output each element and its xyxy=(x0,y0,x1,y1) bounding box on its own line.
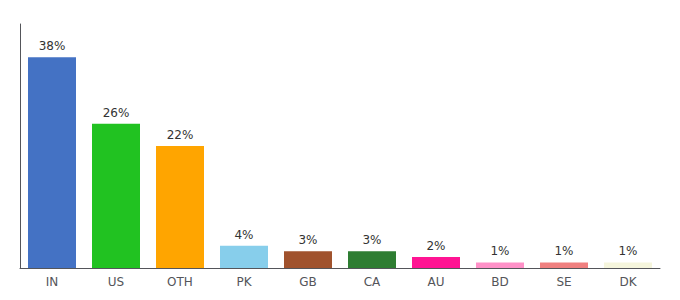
svg-text:2%: 2% xyxy=(426,239,445,253)
svg-text:4%: 4% xyxy=(234,228,253,242)
svg-text:1%: 1% xyxy=(490,244,509,258)
svg-text:CA: CA xyxy=(364,275,381,289)
svg-text:DK: DK xyxy=(619,275,637,289)
svg-text:OTH: OTH xyxy=(167,275,193,289)
svg-text:IN: IN xyxy=(46,275,59,289)
svg-text:22%: 22% xyxy=(167,128,194,142)
svg-text:1%: 1% xyxy=(618,244,637,258)
svg-text:3%: 3% xyxy=(362,233,381,247)
svg-text:1%: 1% xyxy=(554,244,573,258)
svg-text:SE: SE xyxy=(556,275,571,289)
svg-text:BD: BD xyxy=(491,275,508,289)
svg-text:38%: 38% xyxy=(39,39,66,53)
svg-text:3%: 3% xyxy=(298,233,317,247)
svg-text:GB: GB xyxy=(299,275,317,289)
svg-text:US: US xyxy=(108,275,124,289)
svg-text:AU: AU xyxy=(428,275,445,289)
svg-text:26%: 26% xyxy=(103,106,130,120)
svg-text:PK: PK xyxy=(236,275,252,289)
